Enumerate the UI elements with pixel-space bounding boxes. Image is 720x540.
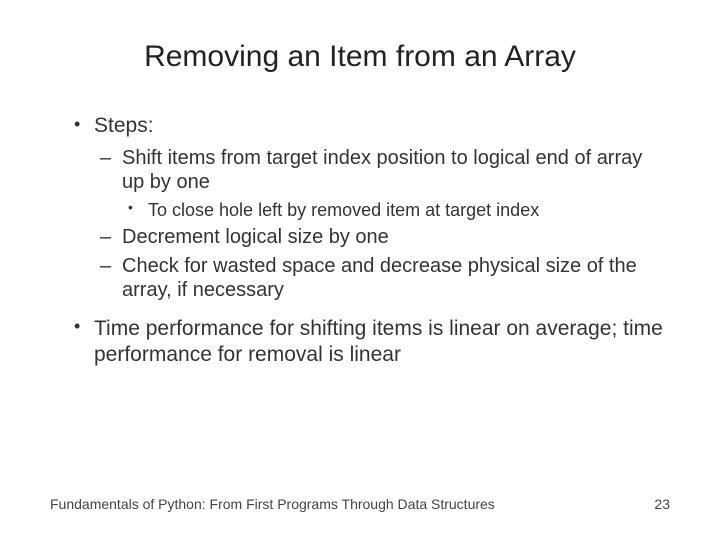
slide-content: Steps: Shift items from target index pos… [50, 114, 670, 368]
footer-text: Fundamentals of Python: From First Progr… [50, 496, 495, 512]
bullet-list: Steps: Shift items from target index pos… [70, 114, 670, 368]
bullet-step1: Shift items from target index position t… [70, 146, 670, 195]
bullet-steps: Steps: [70, 114, 670, 138]
bullet-step3: Check for wasted space and decrease phys… [70, 254, 670, 303]
slide-container: Removing an Item from an Array Steps: Sh… [0, 0, 720, 540]
page-number: 23 [654, 496, 670, 512]
slide-footer: Fundamentals of Python: From First Progr… [50, 496, 670, 512]
bullet-step1-sub: To close hole left by removed item at ta… [70, 199, 670, 222]
bullet-performance: Time performance for shifting items is l… [70, 316, 670, 367]
slide-title: Removing an Item from an Array [50, 40, 670, 74]
bullet-step2: Decrement logical size by one [70, 225, 670, 249]
